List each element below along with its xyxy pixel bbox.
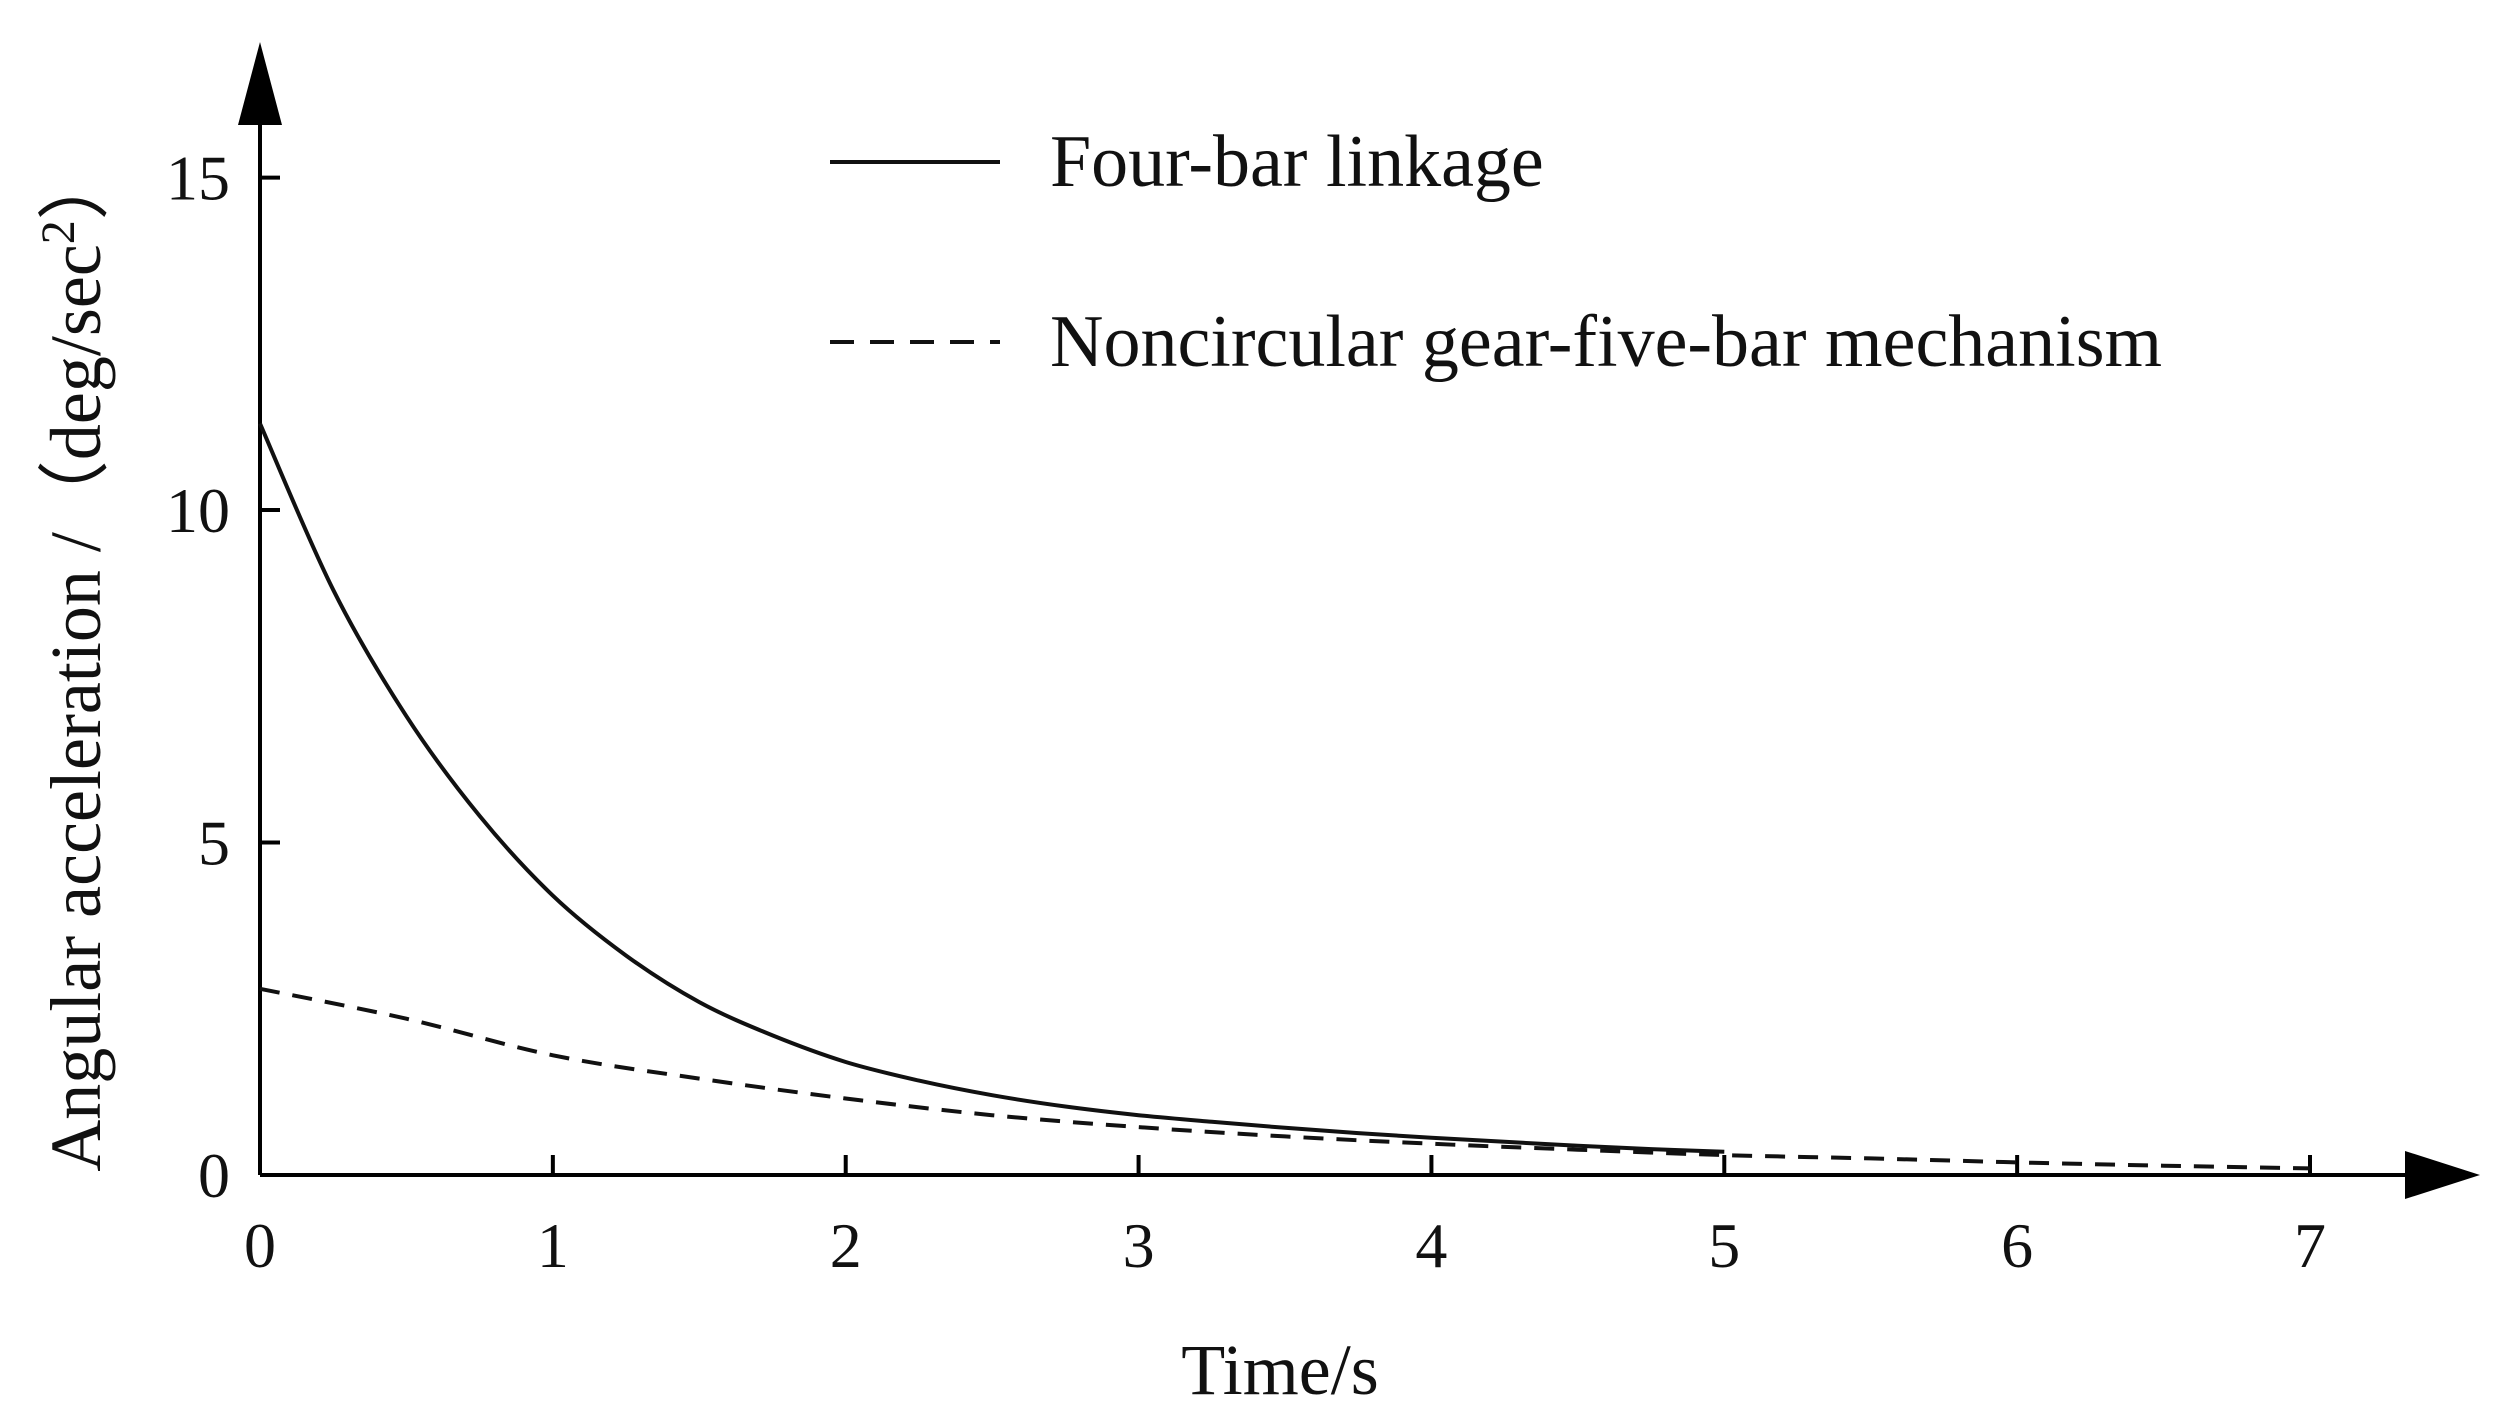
y-tick-label-10: 10	[166, 475, 230, 546]
y-axis-title: Angular acceleration /（deg/sec2）	[32, 148, 117, 1172]
y-axis-arrowhead	[238, 42, 282, 125]
y-tick-label-0: 0	[198, 1140, 230, 1211]
y-axis-title-superscript: 2	[32, 220, 85, 244]
x-tick-label-4: 4	[1415, 1210, 1447, 1281]
x-tick-label-0: 0	[244, 1210, 276, 1281]
y-tick-label-5: 5	[198, 808, 230, 879]
x-axis-title: Time/s	[1181, 1330, 1378, 1410]
x-tick-label-5: 5	[1708, 1210, 1740, 1281]
x-tick-label-3: 3	[1123, 1210, 1155, 1281]
x-tick-label-2: 2	[830, 1210, 862, 1281]
y-tick-label-15: 15	[166, 143, 230, 214]
series-lines	[258, 422, 2311, 1171]
x-axis-arrowhead	[2405, 1151, 2480, 1199]
y-axis-title-main: Angular acceleration /（deg/sec	[36, 244, 116, 1172]
x-tick-label-6: 6	[2001, 1210, 2033, 1281]
legend: Four-bar linkage Noncircular gear-five-b…	[830, 121, 2162, 383]
axes	[238, 42, 2480, 1199]
tick-labels: 0 1 2 3 4 5 6 7 0 5 10 15	[166, 143, 2326, 1281]
series-line-four-bar-linkage	[258, 422, 1725, 1154]
x-tick-label-1: 1	[537, 1210, 569, 1281]
y-axis-title-close: ）	[36, 148, 116, 220]
series-line-noncircular-gear-five-bar-mechanism	[259, 986, 2311, 1171]
x-tick-label-7: 7	[2294, 1210, 2326, 1281]
legend-label-noncircular-gear-five-bar-mechanism: Noncircular gear-five-bar mechanism	[1050, 301, 2162, 383]
legend-label-four-bar-linkage: Four-bar linkage	[1050, 121, 1544, 203]
tick-marks	[258, 175, 2312, 1177]
